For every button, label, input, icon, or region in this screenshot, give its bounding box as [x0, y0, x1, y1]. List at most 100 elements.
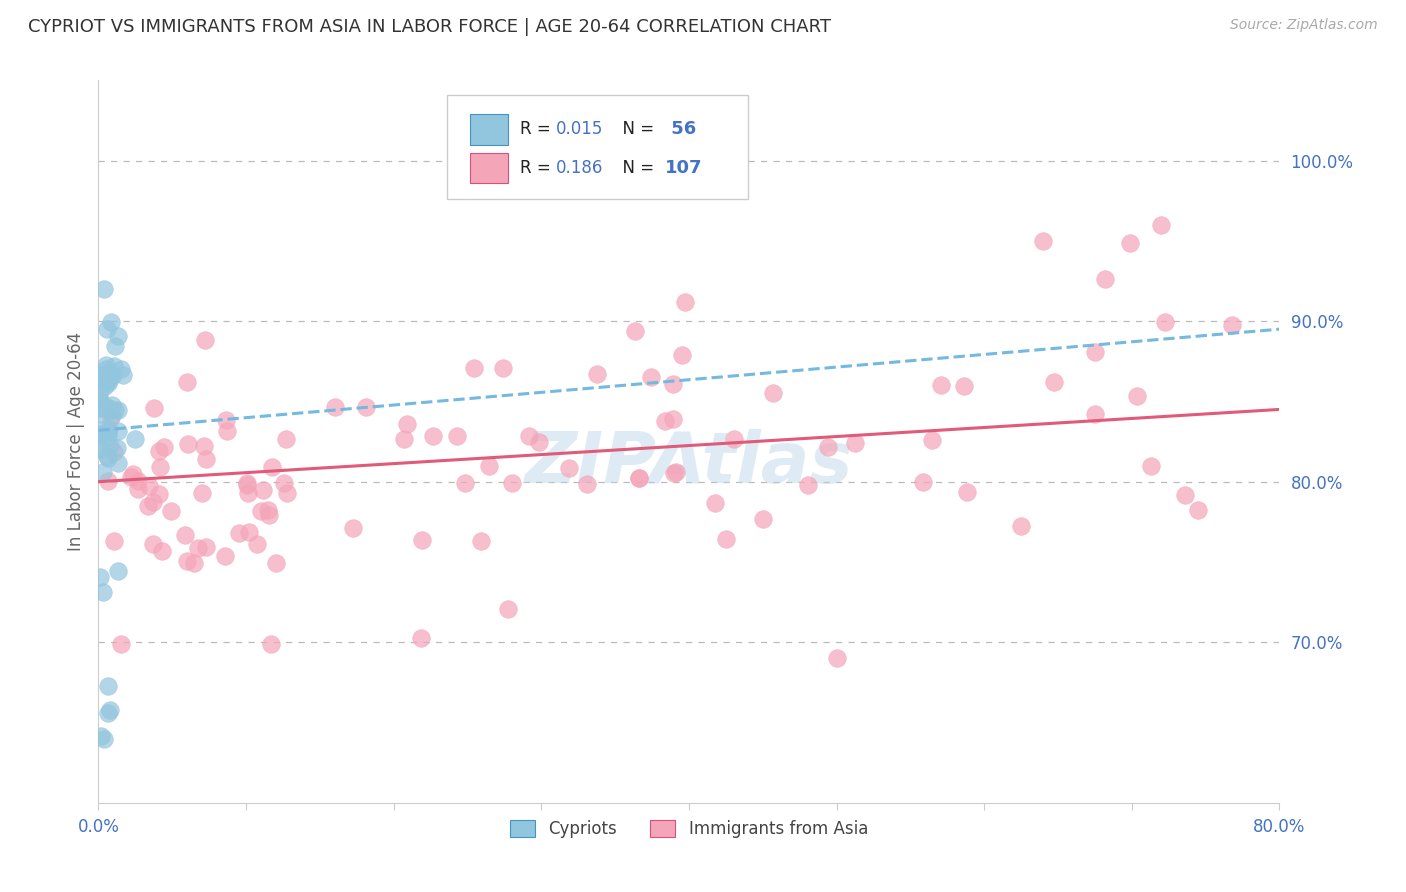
Point — [671, 348, 693, 362]
Point — [97, 370, 120, 384]
Point — [98, 439, 121, 453]
Text: 0.186: 0.186 — [555, 159, 603, 177]
Point — [527, 435, 550, 450]
Point — [392, 432, 415, 446]
Point — [761, 386, 783, 401]
Point — [246, 536, 269, 550]
Point — [98, 401, 121, 416]
Point — [103, 445, 125, 459]
Point — [97, 422, 120, 436]
Point — [103, 534, 125, 549]
Point — [94, 426, 117, 441]
Point — [264, 556, 287, 570]
Point — [409, 631, 432, 645]
Point — [93, 731, 115, 746]
Point — [1094, 272, 1116, 286]
Point — [90, 423, 112, 437]
Point — [96, 449, 118, 463]
Legend: Cypriots, Immigrants from Asia: Cypriots, Immigrants from Asia — [503, 814, 875, 845]
Point — [496, 602, 519, 616]
Point — [100, 315, 122, 329]
Point — [1174, 488, 1197, 502]
Point — [153, 441, 176, 455]
Point — [142, 537, 165, 551]
Point — [97, 425, 120, 439]
Point — [110, 636, 132, 650]
FancyBboxPatch shape — [471, 153, 508, 183]
Point — [1150, 218, 1173, 232]
Point — [517, 429, 540, 443]
Point — [148, 444, 170, 458]
Point — [136, 499, 159, 513]
Point — [91, 375, 114, 389]
Point — [94, 362, 117, 376]
Point — [723, 432, 745, 446]
Point — [142, 401, 165, 416]
Point — [107, 456, 129, 470]
Point — [91, 585, 114, 599]
Point — [628, 471, 651, 485]
Point — [101, 368, 124, 383]
Point — [97, 376, 120, 390]
Point — [107, 564, 129, 578]
Point — [214, 549, 236, 563]
Point — [1126, 389, 1149, 403]
Point — [96, 401, 118, 415]
Point — [411, 533, 433, 547]
Point — [89, 384, 111, 398]
Point — [217, 424, 239, 438]
Point — [714, 532, 737, 546]
Point — [665, 465, 688, 479]
Point — [1220, 318, 1243, 332]
Point — [107, 424, 129, 438]
Point — [342, 521, 364, 535]
Point — [576, 477, 599, 491]
Point — [89, 442, 111, 457]
Text: N =: N = — [612, 159, 659, 177]
Point — [844, 435, 866, 450]
Point — [127, 475, 149, 489]
Point — [215, 412, 238, 426]
Point — [174, 528, 197, 542]
Point — [176, 554, 198, 568]
Point — [97, 679, 120, 693]
Point — [1187, 503, 1209, 517]
Point — [1154, 315, 1177, 329]
Point — [97, 706, 120, 721]
Point — [921, 433, 943, 447]
Text: 107: 107 — [665, 159, 703, 177]
Point — [323, 400, 346, 414]
Point — [176, 376, 198, 390]
Point — [912, 475, 935, 490]
Point — [101, 408, 124, 422]
Point — [354, 400, 377, 414]
Point — [100, 410, 122, 425]
Point — [103, 359, 125, 374]
Point — [257, 503, 280, 517]
Point — [90, 427, 112, 442]
Point — [446, 429, 468, 443]
Point — [1140, 458, 1163, 473]
Point — [662, 377, 685, 392]
Point — [260, 459, 283, 474]
Point — [90, 401, 112, 415]
Point — [557, 461, 579, 475]
Point — [107, 402, 129, 417]
Point — [1032, 234, 1054, 248]
Point — [478, 458, 501, 473]
Point — [104, 403, 127, 417]
Point — [89, 395, 111, 409]
Point — [93, 282, 115, 296]
Point — [640, 370, 662, 384]
Point — [89, 440, 111, 454]
Point — [97, 373, 120, 387]
Point — [236, 476, 259, 491]
Point — [91, 465, 114, 479]
Point — [1010, 519, 1032, 533]
FancyBboxPatch shape — [447, 95, 748, 200]
FancyBboxPatch shape — [471, 114, 508, 145]
Point — [96, 359, 118, 373]
Point — [260, 637, 283, 651]
Point — [142, 495, 165, 509]
Point — [100, 703, 122, 717]
